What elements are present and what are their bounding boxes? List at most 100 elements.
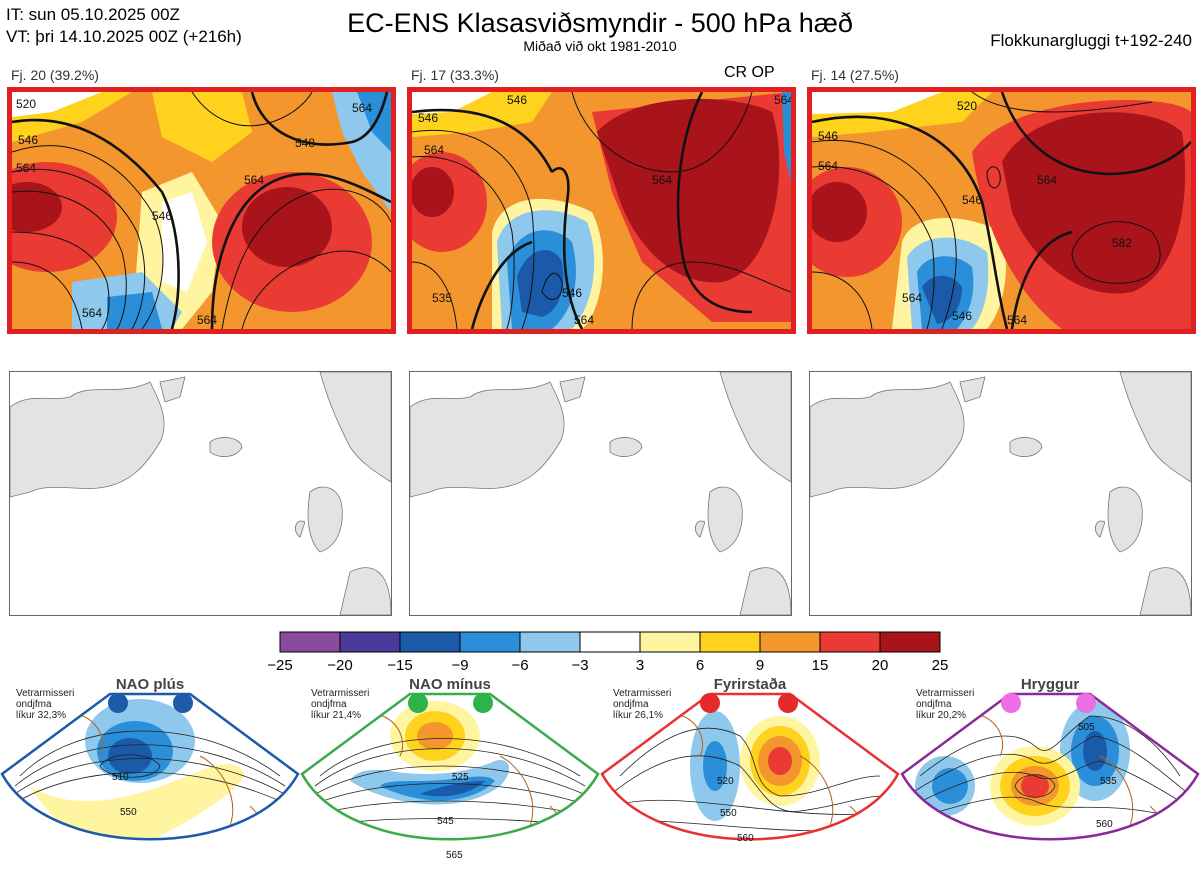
colorbar-swatch — [579, 631, 641, 653]
page-subtitle: Miðað við okt 1981-2010 — [523, 38, 677, 54]
classification-window: Flokkunargluggi t+192-240 — [990, 31, 1192, 50]
cluster-3-contour-label: 582 — [1112, 236, 1132, 250]
cluster-2-anomaly-field: 546 546 564 564 546 564 535 564 — [412, 92, 791, 329]
cluster-3-contour-label: 564 — [818, 159, 838, 173]
regime-marker — [473, 693, 493, 713]
regime-contour-label: 510 — [112, 772, 129, 783]
colorbar-tick-label: 9 — [756, 657, 764, 674]
cluster-1-anomaly-field: 520 546 564 548 564 564 546 564 564 — [12, 92, 391, 329]
regime-contour-label: 525 — [452, 772, 469, 783]
colorbar-tick-label: −25 — [267, 657, 292, 674]
regime-contour-label: 535 — [1100, 776, 1117, 787]
colorbar: −25 −20 −15 −9 −6 −3 3 6 9 15 20 25 — [267, 631, 949, 674]
colorbar-tick-label: 6 — [696, 657, 704, 674]
cluster-1-contour-label: 520 — [16, 97, 36, 111]
regime-note: Vetrarmisseri ondjfma líkur 21,4% — [311, 688, 370, 721]
cluster-1-contour-label: 564 — [197, 313, 217, 327]
colorbar-tick-label: 20 — [872, 657, 889, 674]
coastline-map — [10, 372, 391, 615]
cluster-3-contour-label: 564 — [902, 291, 922, 305]
cluster-1-contour-label: 564 — [16, 161, 36, 175]
regime-note: Vetrarmisseri ondjfma líkur 32,3% — [16, 688, 75, 721]
colorbar-tick-label: −20 — [327, 657, 352, 674]
regime-contour-label: 545 — [437, 816, 454, 827]
colorbar-swatch — [759, 631, 821, 653]
valid-time: VT: þri 14.10.2025 00Z (+216h) — [6, 27, 242, 46]
regime-contour-label: 550 — [720, 808, 737, 819]
cluster-2-contour-label: 564 — [424, 143, 444, 157]
regime-contour-label: 520 — [717, 776, 734, 787]
colorbar-tick-label: −3 — [571, 657, 588, 674]
regime-map: 505 535 560 — [900, 692, 1200, 841]
cluster-2-contour-label: 546 — [562, 286, 582, 300]
cluster-3-contour-label: 546 — [962, 193, 982, 207]
cluster-2-contour-label: 546 — [507, 93, 527, 107]
empty-map-1 — [9, 371, 392, 616]
colorbar-tick-label: 15 — [812, 657, 829, 674]
regime-title: Fyrirstaða — [713, 676, 787, 693]
empty-map-2 — [409, 371, 792, 616]
cluster-3-contour-label: 564 — [1037, 173, 1057, 187]
regime-marker — [108, 693, 128, 713]
regime-note: Vetrarmisseri ondjfma líkur 26,1% — [613, 688, 672, 721]
regime-title: NAO mínus — [409, 676, 491, 693]
colorbar-swatch — [519, 631, 581, 653]
coastline-map — [410, 372, 791, 615]
regime-nao-minus: 525 545 565 NAO mínus Vetrarmisseri ondj… — [300, 676, 600, 871]
cluster-1-contour-label: 564 — [244, 173, 264, 187]
initial-time: IT: sun 05.10.2025 00Z — [6, 5, 180, 24]
cluster-2-map: 546 546 564 564 546 564 535 564 — [407, 87, 796, 334]
cluster-3-map: 520 546 564 546 564 564 582 564 546 — [807, 87, 1196, 334]
regime-title: NAO plús — [115, 676, 185, 693]
cluster-3-contour-label: 546 — [952, 309, 972, 323]
regime-note: Vetrarmisseri ondjfma líkur 20,2% — [916, 688, 975, 721]
regime-map: 525 545 565 — [300, 692, 600, 861]
empty-map-3 — [809, 371, 1192, 616]
regime-nao-plus: 510 550 NAO plús Vetrarmisseri ondjfma l… — [0, 676, 300, 871]
colorbar-swatch — [639, 631, 701, 653]
cluster-2-contour-label: 564 — [652, 173, 672, 187]
cluster-3-label: Fj. 14 (27.5%) — [811, 67, 899, 83]
cluster-2-label: Fj. 17 (33.3%) — [411, 67, 499, 83]
regime-contour-label: 560 — [737, 833, 754, 844]
colorbar-swatch — [399, 631, 461, 653]
regime-ridge: 505 535 560 Hryggur Vetrarmisseri ondjfm… — [900, 676, 1200, 871]
colorbar-tick-label: 3 — [636, 657, 644, 674]
cluster-1-contour-label: 548 — [295, 136, 315, 150]
cluster-1-map: 520 546 564 548 564 564 546 564 564 — [7, 87, 396, 334]
cluster-3-contour-label: 564 — [1007, 313, 1027, 327]
cluster-1-contour-label: 546 — [18, 133, 38, 147]
colorbar-swatch — [879, 631, 941, 653]
regime-marker — [700, 693, 720, 713]
colorbar-swatch — [819, 631, 881, 653]
cluster-2-contour-label: 564 — [774, 93, 791, 107]
cluster-1-label: Fj. 20 (39.2%) — [11, 67, 99, 83]
colorbar-swatch — [339, 631, 401, 653]
colorbar-swatch — [459, 631, 521, 653]
regime-contour-label: 565 — [446, 850, 463, 861]
colorbar-tick-label: 25 — [932, 657, 949, 674]
regime-marker — [408, 693, 428, 713]
cluster-2-contour-label: 546 — [418, 111, 438, 125]
regime-contour-label: 560 — [1096, 819, 1113, 830]
cluster-3-anomaly-field: 520 546 564 546 564 564 582 564 546 — [812, 92, 1191, 329]
cluster-2-contour-label: 564 — [574, 313, 594, 327]
colorbar-tick-label: −15 — [387, 657, 412, 674]
header-times: IT: sun 05.10.2025 00Z VT: þri 14.10.202… — [6, 4, 242, 48]
cluster-2-contour-label: 535 — [432, 291, 452, 305]
regime-marker — [1076, 693, 1096, 713]
regime-contour-label: 550 — [120, 807, 137, 818]
page-title: EC-ENS Klasasviðsmyndir - 500 hPa hæð — [347, 8, 853, 38]
regime-marker — [778, 693, 798, 713]
regime-map: 520 550 560 — [600, 692, 900, 844]
colorbar-tick-label: −6 — [511, 657, 528, 674]
cluster-1-contour-label: 564 — [352, 101, 372, 115]
regime-contour-label: 505 — [1078, 722, 1095, 733]
cluster-1-contour-label: 564 — [82, 306, 102, 320]
regime-title: Hryggur — [1020, 676, 1080, 693]
cluster-3-contour-label: 546 — [818, 129, 838, 143]
regime-map: 510 550 — [0, 692, 300, 841]
cluster-3-contour-label: 520 — [957, 99, 977, 113]
colorbar-swatch — [279, 631, 341, 653]
regime-marker — [1001, 693, 1021, 713]
